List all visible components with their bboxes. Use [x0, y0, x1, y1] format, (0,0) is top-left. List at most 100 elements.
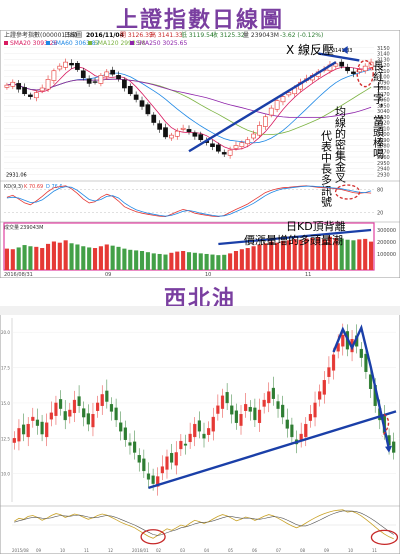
candle-body — [10, 81, 16, 87]
candle-body — [220, 395, 225, 409]
candle-body — [268, 107, 274, 116]
candle-body — [156, 476, 160, 487]
volume-bar — [34, 246, 39, 270]
candle-body — [248, 406, 252, 412]
candle-body — [45, 422, 49, 438]
candle-body — [22, 87, 27, 95]
chart1-y-tick: 2960 — [377, 155, 390, 161]
candle-body — [96, 402, 100, 411]
chart1-y-tick: 3050 — [377, 103, 390, 109]
chart1-y-tick: 3070 — [377, 92, 390, 98]
volume-bar — [304, 238, 309, 270]
volume-bar — [333, 237, 338, 270]
candle-body — [362, 65, 368, 72]
volume-bar — [257, 244, 262, 270]
candle-body — [26, 423, 30, 438]
volume-bar — [216, 255, 221, 270]
chart1-x-tick: 11 — [305, 272, 311, 278]
candle-body — [142, 458, 146, 472]
chart1-header-close: 收 3125.32 — [212, 31, 245, 39]
candle-body — [281, 404, 285, 418]
volume-bar — [292, 239, 297, 270]
chart1-y-tick: 3000 — [377, 132, 390, 138]
candle-body — [86, 413, 90, 425]
chart1-x-tick: 09 — [105, 272, 111, 278]
candle-body — [198, 134, 204, 141]
volume-bar — [51, 241, 56, 270]
candle-body — [239, 142, 245, 147]
candle-body — [122, 79, 127, 89]
candle-body — [262, 399, 266, 407]
annotation-ma-cross: 均線的密集金叉 — [334, 106, 347, 184]
volume-bar — [81, 246, 86, 270]
volume-bar — [275, 242, 280, 270]
volume-bar — [357, 239, 362, 270]
candle-body — [304, 423, 308, 438]
volume-bar — [57, 242, 62, 270]
candle-body — [221, 152, 227, 155]
candle-body — [63, 61, 69, 68]
candle-body — [308, 414, 312, 421]
candle-body — [313, 402, 317, 418]
candle-body — [4, 84, 10, 88]
chart2-x-tick: 03 — [180, 548, 186, 553]
volume-bar — [269, 241, 274, 270]
chart1-y-tick: 2970 — [377, 149, 390, 155]
volume-bar — [181, 251, 186, 270]
chart1-y-tick: 3090 — [377, 80, 390, 86]
chart1-y-tick: 3140 — [377, 52, 390, 58]
candle-body — [82, 408, 86, 418]
kd-k-value: K 70.69 — [24, 184, 43, 190]
candle-body — [109, 404, 114, 412]
volume-bar — [198, 253, 203, 270]
candle-body — [145, 104, 151, 115]
chart1-y-tick: 2980 — [377, 144, 390, 150]
kd-y-tick: 20 — [377, 210, 383, 216]
volume-bar — [116, 246, 121, 270]
candle-body — [216, 405, 220, 414]
chart1-y-tick: 3150 — [377, 46, 390, 52]
volume-bar — [22, 245, 27, 270]
vol-y-tick: 300000 — [377, 228, 396, 234]
volume-bar — [98, 246, 103, 270]
chart1-y-tick: 2950 — [377, 161, 390, 167]
candle-body — [341, 334, 345, 347]
candle-body — [225, 392, 229, 404]
volume-bar — [233, 251, 239, 270]
trend-line-up — [188, 61, 337, 153]
candle-body — [160, 466, 164, 474]
volume-bar — [28, 246, 33, 270]
candle-body — [392, 441, 396, 453]
candle-body — [33, 92, 39, 99]
volume-bar — [327, 236, 333, 270]
candle-body — [57, 65, 63, 70]
candle-body — [188, 433, 192, 443]
candle-body — [186, 129, 192, 133]
volume-bar — [10, 249, 15, 270]
candle-body — [174, 130, 180, 137]
chart1-y-tick: 2940 — [377, 167, 390, 173]
annotation-long-red: 長紅十字，當頭棒喝 — [372, 60, 385, 160]
ma-legend-label: SMA20 3093.26 — [10, 40, 58, 47]
candle-body — [114, 407, 118, 421]
vol-y-tick: 200000 — [377, 240, 396, 246]
highlight-circle-osc-now — [370, 529, 399, 546]
volume-bar — [345, 239, 350, 270]
ma-legend-label: SMA120 2993.58 — [94, 40, 145, 47]
candle-body — [239, 414, 243, 426]
candle-body — [35, 419, 40, 426]
trend-line-m-top — [332, 324, 391, 450]
volume-bar — [239, 249, 244, 270]
annotation-kd-divergence: 日KD頂背離 — [286, 219, 346, 233]
candle-body — [128, 442, 132, 446]
candle-body — [75, 62, 80, 70]
candle-body — [133, 94, 139, 100]
candle-body — [110, 69, 116, 75]
candle-body — [271, 387, 275, 399]
volume-bar — [245, 248, 250, 270]
candle-body — [127, 85, 133, 95]
osc-line — [14, 509, 394, 540]
candle-body — [123, 427, 127, 440]
chart1-y-tick: 3120 — [377, 63, 390, 69]
index-chart-svg: 上證參考指數(000001.SS)日線圖 2016/11/04開 3126.35高… — [0, 30, 400, 278]
